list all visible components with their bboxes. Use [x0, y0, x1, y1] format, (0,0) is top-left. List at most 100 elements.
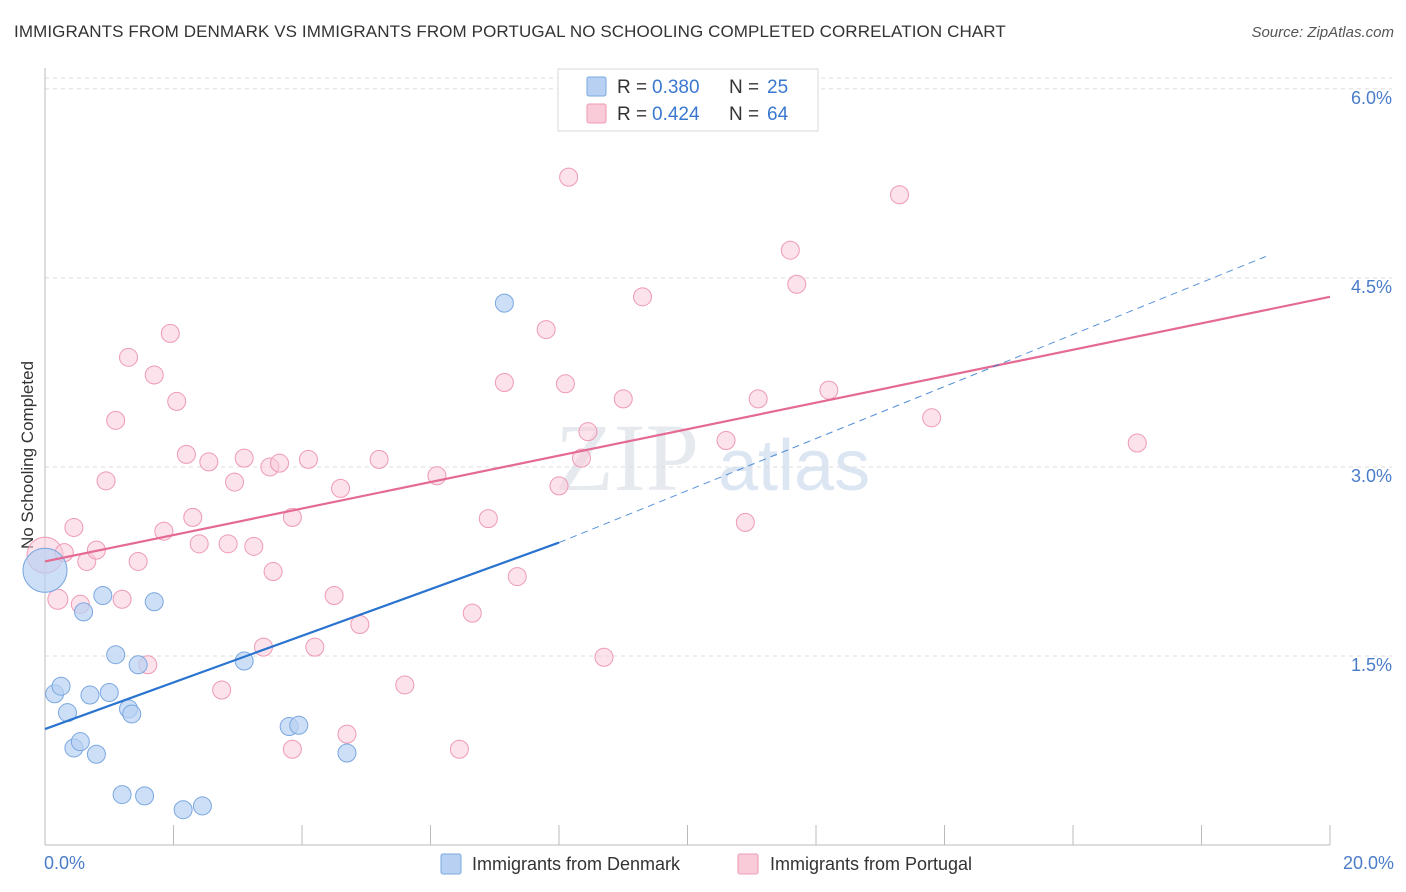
portugal-point-24	[234, 448, 254, 468]
denmark-point-19	[192, 796, 212, 816]
denmark-point-0	[22, 547, 68, 593]
denmark-point-11	[106, 645, 126, 665]
denmark-point-22	[289, 715, 309, 735]
denmark-point-15	[128, 655, 148, 675]
portugal-point-47	[549, 476, 569, 496]
watermark-atlas: atlas	[718, 426, 870, 506]
portugal-point-56	[735, 512, 755, 532]
portugal-point-60	[819, 380, 839, 400]
y-tick-label-2: 4.5%	[1351, 277, 1392, 297]
portugal-point-9	[112, 589, 132, 609]
portugal-point-54	[633, 287, 653, 307]
portugal-point-51	[578, 422, 598, 442]
portugal-point-33	[305, 637, 325, 657]
portugal-point-30	[282, 739, 302, 759]
legend-denmark-r-label: R =	[617, 77, 647, 98]
portugal-point-32	[298, 449, 318, 469]
legend-portugal-n-value: 64	[767, 104, 789, 125]
bottom-legend-denmark-swatch	[440, 853, 462, 875]
y-tick-labels: 1.5% 3.0% 4.5% 6.0%	[1351, 88, 1392, 675]
portugal-point-11	[128, 551, 148, 571]
bottom-legend-portugal-label: Immigrants from Portugal	[770, 854, 972, 874]
denmark-point-9	[93, 585, 113, 605]
denmark-point-2	[51, 676, 71, 696]
portugal-point-53	[613, 389, 633, 409]
source-label: Source: ZipAtlas.com	[1251, 24, 1394, 41]
portugal-point-39	[395, 675, 415, 695]
denmark-point-24	[494, 293, 514, 313]
portugal-point-29	[270, 453, 290, 473]
portugal-point-52	[594, 647, 614, 667]
portugal-point-10	[119, 347, 139, 367]
denmark-point-14	[122, 704, 142, 724]
portugal-point-28	[263, 562, 283, 582]
denmark-point-23	[337, 743, 357, 763]
portugal-point-17	[176, 444, 196, 464]
legend-portugal-swatch	[586, 103, 607, 124]
denmark-point-16	[135, 786, 155, 806]
portugal-point-1	[47, 588, 69, 610]
legend-denmark-n-value: 25	[767, 77, 788, 98]
denmark-trend-extension	[558, 256, 1266, 544]
denmark-trend-line	[44, 541, 560, 731]
portugal-point-8	[106, 410, 126, 430]
portugal-point-57	[748, 389, 768, 409]
bottom-legend-denmark-label: Immigrants from Denmark	[472, 854, 681, 874]
portugal-point-55	[716, 430, 736, 450]
portugal-point-31	[282, 507, 302, 527]
chart-title: IMMIGRANTS FROM DENMARK VS IMMIGRANTS FR…	[14, 22, 1006, 41]
portugal-point-38	[369, 449, 389, 469]
legend-portugal-n-label: N =	[729, 104, 759, 125]
denmark-point-7	[80, 685, 100, 705]
portugal-point-7	[96, 471, 116, 491]
portugal-point-48	[555, 374, 575, 394]
gridlines	[45, 77, 1392, 657]
portugal-point-42	[462, 603, 482, 623]
x-tick-max: 20.0%	[1343, 853, 1394, 873]
legend-denmark-n-label: N =	[729, 77, 759, 98]
y-tick-label-1: 3.0%	[1351, 466, 1392, 486]
portugal-points	[26, 167, 1147, 759]
denmark-point-8	[86, 744, 106, 764]
denmark-point-12	[112, 785, 132, 805]
series-legend: Immigrants from Denmark Immigrants from …	[440, 853, 972, 875]
portugal-point-49	[559, 167, 579, 187]
bottom-legend-portugal-swatch	[737, 853, 759, 875]
portugal-point-19	[189, 534, 209, 554]
portugal-point-15	[160, 323, 180, 343]
portugal-point-22	[218, 534, 238, 554]
denmark-point-5	[70, 732, 90, 752]
portugal-point-21	[212, 680, 232, 700]
legend-portugal-r-label: R =	[617, 104, 647, 125]
portugal-point-58	[780, 240, 800, 260]
denmark-point-18	[173, 800, 193, 820]
legend-portugal-r-value: 0.424	[652, 104, 700, 125]
portugal-point-43	[478, 509, 498, 529]
y-tick-label-0: 1.5%	[1351, 655, 1392, 675]
portugal-point-25	[244, 536, 264, 556]
portugal-point-20	[199, 452, 219, 472]
portugal-point-35	[331, 478, 351, 498]
portugal-point-62	[922, 408, 942, 428]
portugal-point-44	[494, 373, 514, 393]
denmark-point-6	[74, 602, 94, 622]
legend-denmark-r-value: 0.380	[652, 77, 700, 98]
portugal-point-16	[167, 391, 187, 411]
portugal-point-63	[1127, 433, 1147, 453]
portugal-point-61	[890, 185, 910, 205]
portugal-point-46	[536, 320, 556, 340]
portugal-point-23	[225, 472, 245, 492]
portugal-point-34	[324, 585, 344, 605]
portugal-point-36	[337, 724, 357, 744]
portugal-point-3	[64, 517, 84, 537]
portugal-point-18	[183, 507, 203, 527]
denmark-point-17	[144, 592, 164, 612]
denmark-point-10	[99, 683, 119, 703]
portugal-point-41	[449, 739, 469, 759]
portugal-point-45	[507, 567, 527, 587]
axes	[44, 68, 1331, 846]
legend-denmark-swatch	[586, 76, 607, 97]
y-axis-label: No Schooling Completed	[18, 361, 37, 549]
portugal-trend-line	[44, 295, 1331, 563]
